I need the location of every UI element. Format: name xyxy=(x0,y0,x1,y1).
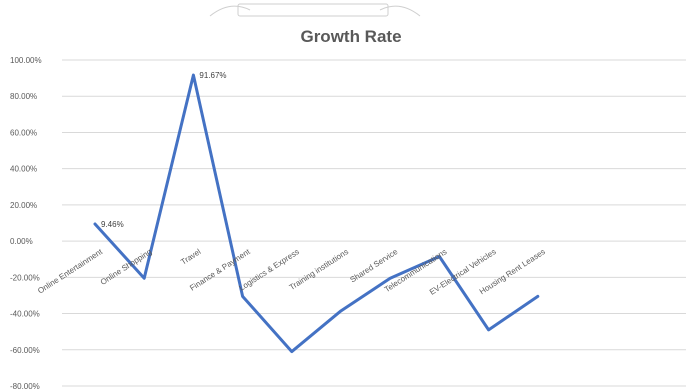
x-tick-label: Online Shopping xyxy=(99,247,154,287)
data-label: 91.67% xyxy=(199,71,226,80)
y-tick-label: 40.00% xyxy=(10,165,37,174)
data-label: 9.46% xyxy=(101,220,124,229)
y-tick-label: -60.00% xyxy=(10,346,40,355)
y-tick-label: 80.00% xyxy=(10,92,37,101)
y-tick-label: -40.00% xyxy=(10,310,40,319)
data-labels: 9.46% 91.67% xyxy=(101,71,227,229)
y-tick-label: 60.00% xyxy=(10,128,37,137)
gridlines xyxy=(62,59,686,387)
y-tick-label: 100.00% xyxy=(10,56,42,65)
watermark-decoration xyxy=(209,3,421,17)
y-axis-tick-labels: 100.00% 80.00% 60.00% 40.00% 20.00% 0.00% -20.… xyxy=(10,56,42,391)
x-tick-label: Travel xyxy=(179,247,202,267)
series-layer xyxy=(93,73,540,354)
series-line xyxy=(93,73,540,354)
x-tick-label: Online Entertainment xyxy=(36,247,105,296)
y-tick-label: -20.00% xyxy=(10,273,40,282)
y-tick-label: -80.00% xyxy=(10,382,40,391)
y-tick-label: 20.00% xyxy=(10,201,37,210)
y-tick-label: 0.00% xyxy=(10,237,33,246)
chart-title: Growth Rate xyxy=(300,27,401,46)
